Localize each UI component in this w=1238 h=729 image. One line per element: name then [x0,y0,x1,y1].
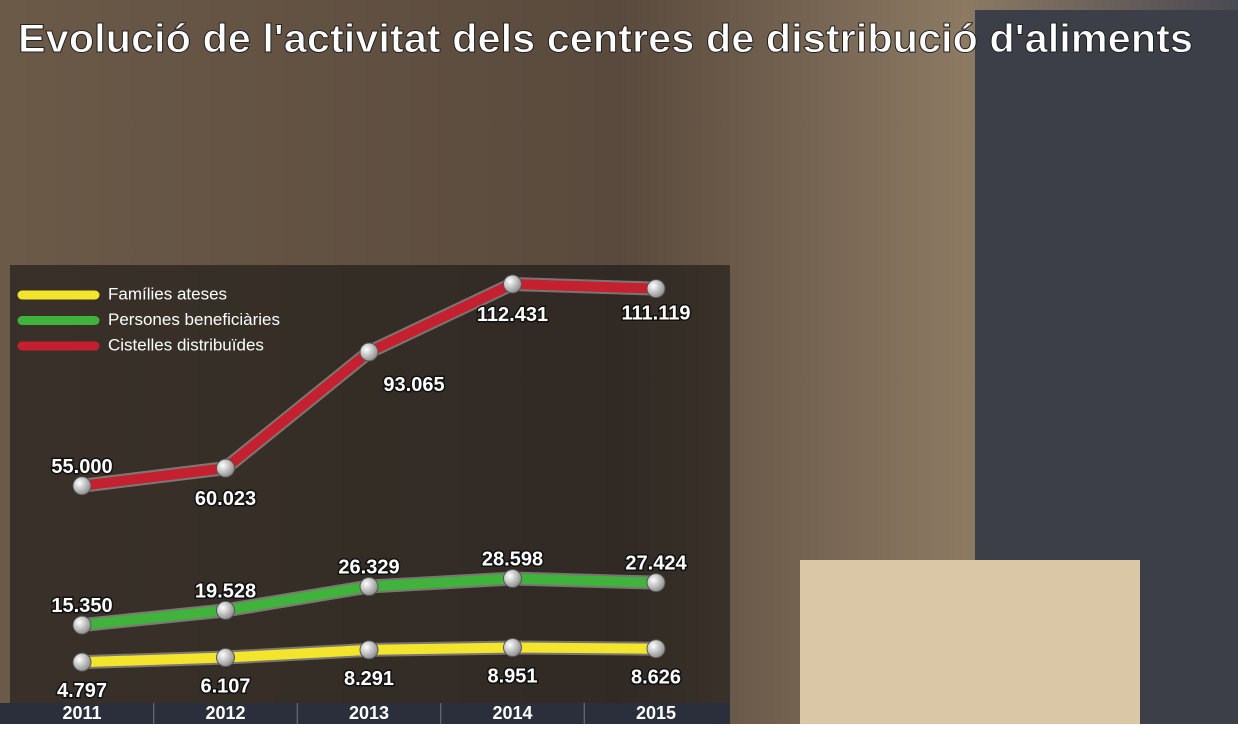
value-label: 27.424 [625,553,687,575]
chart: Evolució de l'activitat dels centres de … [0,0,1238,724]
value-label: 8.626 [631,667,681,689]
x-tick-label: 2015 [636,703,676,723]
value-label: 19.528 [195,580,256,602]
data-point [504,639,522,657]
x-tick-label: 2014 [492,703,532,723]
data-point [360,343,378,361]
x-tick-label: 2013 [349,703,389,723]
data-point [647,640,665,658]
data-point [504,570,522,588]
value-label: 60.023 [195,488,256,510]
value-label: 26.329 [338,556,399,578]
value-label: 15.350 [51,595,112,617]
legend-label: Cistelles distribuïdes [108,335,264,354]
data-point [73,477,91,495]
chart-title: Evolució de l'activitat dels centres de … [18,17,1193,61]
legend-label: Persones beneficiàries [108,310,280,329]
data-point [73,653,91,671]
value-label: 112.431 [477,304,548,326]
value-label: 8.951 [487,666,537,688]
data-point [360,641,378,659]
data-point [217,649,235,667]
data-point [504,275,522,293]
x-tick-label: 2011 [62,703,101,723]
value-label: 8.291 [344,668,394,690]
value-label: 93.065 [383,374,444,396]
value-label: 111.119 [622,303,691,325]
data-point [217,601,235,619]
value-label: 28.598 [482,549,543,571]
table [800,560,1140,724]
data-point [647,574,665,592]
data-point [217,459,235,477]
data-point [73,616,91,634]
legend-label: Famílies ateses [108,284,227,303]
value-label: 4.797 [57,680,107,702]
data-point [360,577,378,595]
x-tick-label: 2012 [205,703,245,723]
data-point [647,280,665,298]
value-label: 6.107 [200,676,250,698]
value-label: 55.000 [51,456,112,478]
